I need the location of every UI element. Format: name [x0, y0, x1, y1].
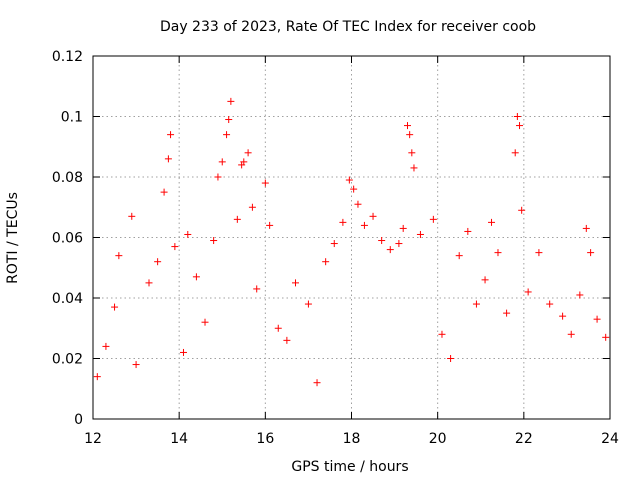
y-tick-label: 0.06 — [52, 231, 83, 247]
data-point — [567, 330, 575, 338]
data-point — [93, 373, 101, 381]
x-axis-label: GPS time / hours — [291, 459, 408, 475]
data-point — [494, 249, 502, 257]
data-point — [128, 212, 136, 220]
y-tick-label: 0 — [74, 412, 83, 428]
data-point — [408, 149, 416, 157]
data-point — [350, 185, 358, 193]
data-point — [154, 258, 162, 266]
y-tick-label: 0.1 — [61, 110, 83, 126]
y-tick-label: 0.12 — [52, 49, 83, 65]
data-point — [345, 176, 353, 184]
data-point — [488, 218, 496, 226]
data-point — [330, 240, 338, 248]
data-point — [503, 309, 511, 317]
data-point — [464, 227, 472, 235]
data-point — [261, 179, 269, 187]
chart-title: Day 233 of 2023, Rate Of TEC Index for r… — [160, 19, 536, 35]
data-point — [244, 149, 252, 157]
data-point — [179, 348, 187, 356]
data-point — [582, 224, 590, 232]
data-point — [354, 200, 362, 208]
data-point — [225, 116, 233, 124]
data-point — [111, 303, 119, 311]
data-point — [248, 203, 256, 211]
data-point — [266, 221, 274, 229]
data-point — [395, 240, 403, 248]
data-point — [167, 131, 175, 139]
data-point — [369, 212, 377, 220]
data-point — [535, 249, 543, 257]
data-point — [576, 291, 584, 299]
data-point — [164, 155, 172, 163]
data-point — [511, 149, 519, 157]
data-points — [93, 97, 610, 387]
x-tick-label: 18 — [343, 431, 361, 447]
data-point — [559, 312, 567, 320]
data-point — [115, 252, 123, 260]
data-point — [546, 300, 554, 308]
data-point — [233, 215, 241, 223]
data-point — [593, 315, 601, 323]
y-axis-label: ROTI / TECUs — [5, 192, 21, 284]
data-point — [283, 336, 291, 344]
data-point — [102, 342, 110, 350]
data-point — [406, 131, 414, 139]
data-point — [399, 224, 407, 232]
x-tick-label: 16 — [256, 431, 274, 447]
x-tick-label: 24 — [601, 431, 619, 447]
data-point — [291, 279, 299, 287]
data-point — [201, 318, 209, 326]
data-point — [410, 164, 418, 172]
data-point — [214, 173, 222, 181]
data-point — [322, 258, 330, 266]
data-point — [184, 230, 192, 238]
data-point — [404, 122, 412, 130]
data-point — [602, 333, 610, 341]
data-point — [472, 300, 480, 308]
data-point — [274, 324, 282, 332]
data-point — [416, 230, 424, 238]
data-point — [513, 113, 521, 120]
data-point — [171, 243, 179, 251]
data-point — [304, 300, 312, 308]
data-point — [253, 285, 261, 293]
data-point — [455, 252, 463, 260]
y-tick-label: 0.02 — [52, 352, 83, 368]
data-point — [587, 249, 595, 257]
data-point — [438, 330, 446, 338]
data-point — [481, 276, 489, 284]
grid-lines — [93, 56, 610, 419]
data-point — [223, 131, 231, 139]
data-point — [313, 379, 321, 387]
data-point — [227, 97, 235, 105]
data-point — [145, 279, 153, 287]
data-point — [160, 188, 168, 196]
x-tick-label: 20 — [429, 431, 447, 447]
data-point — [218, 158, 226, 166]
data-point — [429, 215, 437, 223]
axis-ticks: 12 14 16 18 20 22 24 0 0.02 0.04 0.06 0.08 0.1 0.12 — [52, 49, 619, 447]
y-tick-label: 0.08 — [52, 170, 83, 186]
data-point — [240, 158, 248, 166]
data-point — [192, 273, 200, 281]
plot-frame — [92, 55, 611, 420]
data-point — [447, 355, 455, 362]
x-tick-label: 14 — [170, 431, 188, 447]
data-point — [378, 237, 386, 245]
data-point — [339, 218, 347, 226]
x-tick-label: 22 — [515, 431, 533, 447]
data-point — [386, 246, 394, 254]
data-point — [516, 122, 524, 130]
data-point — [518, 206, 526, 214]
y-tick-label: 0.04 — [52, 291, 83, 307]
data-point — [524, 288, 532, 296]
data-point — [360, 221, 368, 229]
data-point — [132, 361, 140, 369]
data-point — [210, 237, 218, 245]
x-tick-label: 12 — [84, 431, 102, 447]
